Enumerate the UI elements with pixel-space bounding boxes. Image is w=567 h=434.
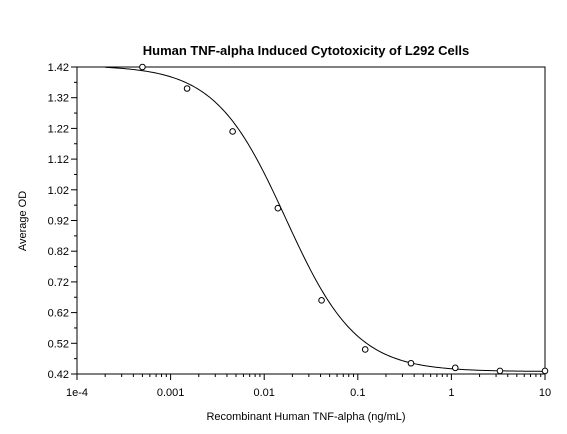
- chart-title: Human TNF-alpha Induced Cytotoxicity of …: [143, 43, 470, 58]
- x-tick-label: 0.1: [350, 387, 365, 399]
- data-point: [318, 297, 325, 304]
- data-point: [407, 359, 415, 367]
- x-tick-label: 10: [539, 387, 551, 399]
- data-point: [451, 364, 459, 372]
- y-axis-label: Average OD: [17, 191, 29, 251]
- y-tick-label: 0.52: [48, 338, 69, 350]
- data-point: [361, 346, 369, 353]
- x-axis-label: Recombinant Human TNF-alpha (ng/mL): [206, 411, 405, 423]
- data-point: [496, 367, 504, 375]
- x-tick-label: 0.01: [253, 387, 274, 399]
- x-tick-label: 0.001: [157, 387, 185, 399]
- x-tick-label: 1: [448, 387, 454, 399]
- data-point: [183, 85, 191, 92]
- y-tick-label: 1.02: [48, 185, 69, 197]
- y-tick-label: 1.32: [48, 93, 69, 105]
- data-point: [274, 204, 282, 212]
- data-point: [541, 367, 549, 375]
- data-point: [229, 128, 236, 135]
- data-point: [139, 63, 146, 71]
- y-tick-label: 0.82: [48, 246, 69, 258]
- x-axis-ticks: 1e-4 0.001 0.01 0.1 1 10: [66, 374, 551, 399]
- data-points: [139, 63, 549, 375]
- x-tick-label: 1e-4: [66, 387, 88, 399]
- y-tick-label: 1.22: [48, 123, 69, 135]
- y-tick-label: 0.92: [48, 216, 69, 228]
- y-tick-label: 0.72: [48, 277, 69, 289]
- axes: [76, 66, 546, 375]
- y-tick-label: 1.12: [48, 154, 69, 166]
- y-tick-label: 0.42: [48, 369, 69, 381]
- fit-curve: [105, 66, 546, 372]
- plot-frame: [76, 66, 546, 375]
- y-tick-label: 0.62: [48, 308, 69, 320]
- y-axis-ticks: 0.42 0.52 0.62 0.72 0.82 0.92 1.02 1.12 1.22 1.32…: [48, 62, 77, 381]
- y-tick-label: 1.42: [48, 62, 69, 74]
